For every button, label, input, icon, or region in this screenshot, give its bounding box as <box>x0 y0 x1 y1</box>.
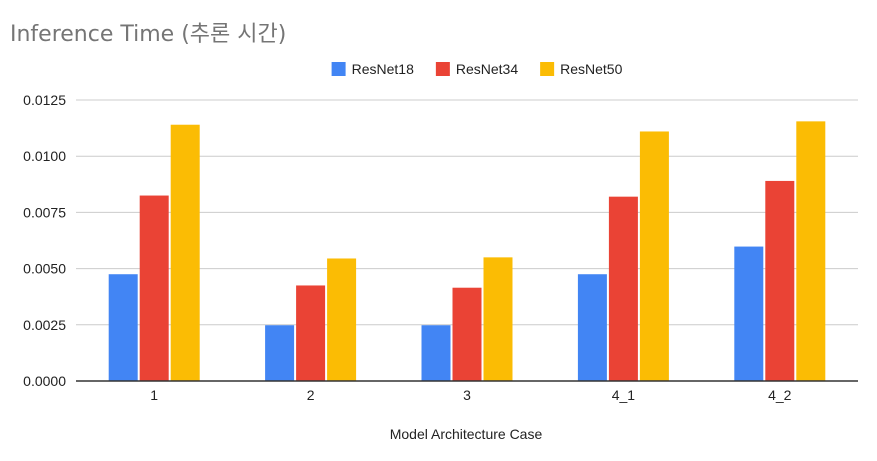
bar-resnet34-4_2 <box>765 180 795 381</box>
legend-item-resnet50: ResNet50 <box>540 61 623 77</box>
bar-resnet50-4_1 <box>639 131 669 381</box>
legend-swatch <box>540 62 555 76</box>
x-axis-ticks: 1 2 3 4_1 4_2 <box>150 387 791 403</box>
legend-item-resnet34: ResNet34 <box>435 61 518 77</box>
bar-resnet34-2 <box>296 285 326 381</box>
legend-label: ResNet50 <box>560 61 622 77</box>
x-tick-label: 4_2 <box>768 387 792 403</box>
y-tick-label: 0.0100 <box>23 148 66 164</box>
bar-resnet34-1 <box>139 195 169 381</box>
bar-resnet50-3 <box>483 257 513 381</box>
chart-title: Inference Time (추론 시간) <box>10 22 286 47</box>
y-tick-label: 0.0000 <box>23 373 66 389</box>
bars <box>108 121 826 381</box>
bar-resnet34-4_1 <box>608 196 638 381</box>
bar-resnet50-2 <box>327 258 357 381</box>
x-tick-label: 3 <box>463 387 471 403</box>
bar-resnet18-3 <box>421 325 451 381</box>
y-axis-ticks: 0.0000 0.0025 0.0050 0.0075 0.0100 0.0125 <box>23 92 66 389</box>
bar-resnet50-4_2 <box>796 121 826 381</box>
bar-resnet34-3 <box>452 287 482 381</box>
x-tick-label: 4_1 <box>612 387 636 403</box>
y-tick-label: 0.0125 <box>23 92 66 108</box>
x-axis-label: Model Architecture Case <box>390 426 543 442</box>
legend-item-resnet18: ResNet18 <box>331 61 414 77</box>
legend-swatch <box>331 62 346 76</box>
bar-resnet18-4_1 <box>577 274 607 381</box>
bar-resnet18-2 <box>265 325 295 381</box>
legend-label: ResNet34 <box>456 61 518 77</box>
bar-resnet50-1 <box>170 124 200 381</box>
x-tick-label: 1 <box>150 387 158 403</box>
bar-resnet18-1 <box>108 274 138 381</box>
legend: ResNet18 ResNet34 ResNet50 <box>331 61 623 77</box>
x-tick-label: 2 <box>307 387 315 403</box>
y-tick-label: 0.0025 <box>23 317 66 333</box>
legend-label: ResNet18 <box>352 61 414 77</box>
legend-swatch <box>435 62 450 76</box>
bar-resnet18-4_2 <box>734 246 764 381</box>
gridlines <box>76 99 858 326</box>
y-tick-label: 0.0075 <box>23 204 66 220</box>
y-tick-label: 0.0050 <box>23 261 66 277</box>
